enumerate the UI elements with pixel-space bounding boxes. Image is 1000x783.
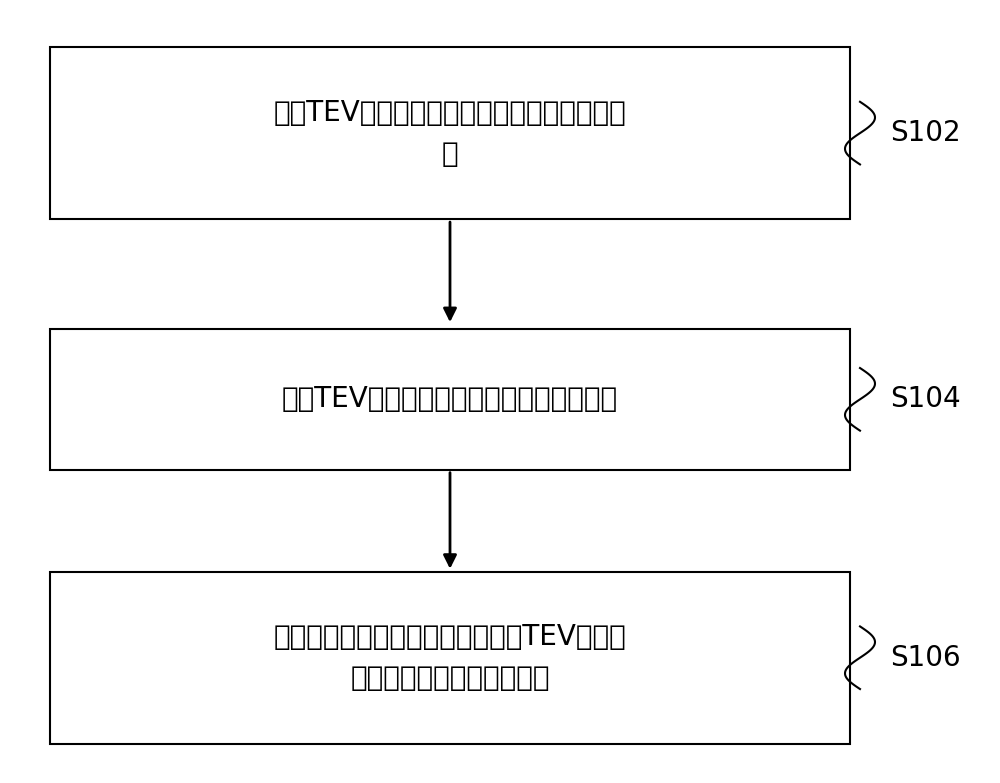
Text: S104: S104 <box>890 385 961 413</box>
Text: 控制TEV传感器采集脉冲发生器发射的标定信
号: 控制TEV传感器采集脉冲发生器发射的标定信 号 <box>274 99 626 168</box>
FancyBboxPatch shape <box>50 329 850 470</box>
Text: 获取TEV检测仪主机检测到的脉冲响应信号: 获取TEV检测仪主机检测到的脉冲响应信号 <box>282 385 618 413</box>
Text: S102: S102 <box>890 119 961 147</box>
Text: S106: S106 <box>890 644 961 672</box>
FancyBboxPatch shape <box>50 572 850 744</box>
FancyBboxPatch shape <box>50 47 850 219</box>
Text: 通过比对脉冲信号与标定信号分析TEV局部放
电带电检测装置的测试性能: 通过比对脉冲信号与标定信号分析TEV局部放 电带电检测装置的测试性能 <box>274 623 626 692</box>
